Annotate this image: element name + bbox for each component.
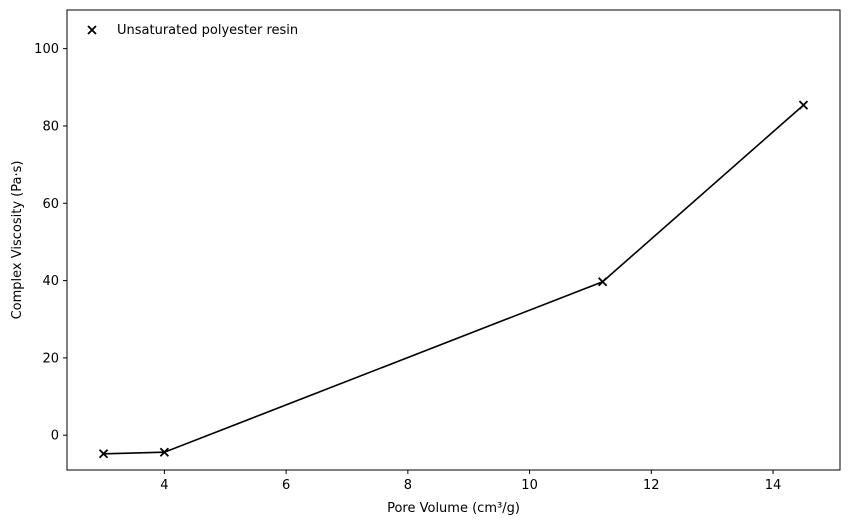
y-tick-label: 20 bbox=[42, 351, 59, 366]
y-axis-label: Complex Viscosity (Pa·s) bbox=[10, 161, 25, 320]
y-tick-label: 80 bbox=[42, 119, 59, 134]
x-tick-label: 4 bbox=[160, 478, 168, 493]
x-tick-label: 6 bbox=[282, 478, 290, 493]
x-axis-label: Pore Volume (cm³/g) bbox=[387, 501, 520, 516]
y-tick-label: 60 bbox=[42, 197, 59, 212]
legend-marker bbox=[87, 25, 97, 35]
y-tick-label: 100 bbox=[34, 42, 59, 57]
data-point bbox=[98, 449, 109, 459]
x-axis: 4 6 8 10 12 14 bbox=[160, 470, 781, 493]
x-tick-label: 14 bbox=[765, 478, 782, 493]
legend: Unsaturated polyester resin bbox=[87, 23, 298, 38]
data-point bbox=[798, 100, 809, 110]
data-point bbox=[159, 447, 170, 457]
y-tick-label: 0 bbox=[51, 429, 59, 444]
y-tick-label: 40 bbox=[42, 274, 59, 289]
data-point bbox=[87, 25, 97, 35]
x-tick-label: 12 bbox=[643, 478, 660, 493]
x-tick-label: 8 bbox=[404, 478, 412, 493]
data-point bbox=[597, 277, 608, 287]
y-axis: 0 20 40 60 80 100 bbox=[34, 42, 67, 444]
legend-label: Unsaturated polyester resin bbox=[117, 23, 298, 38]
x-tick-label: 10 bbox=[521, 478, 538, 493]
series-line bbox=[103, 104, 805, 455]
plot-frame bbox=[66, 9, 841, 471]
plot-marks bbox=[98, 100, 809, 459]
